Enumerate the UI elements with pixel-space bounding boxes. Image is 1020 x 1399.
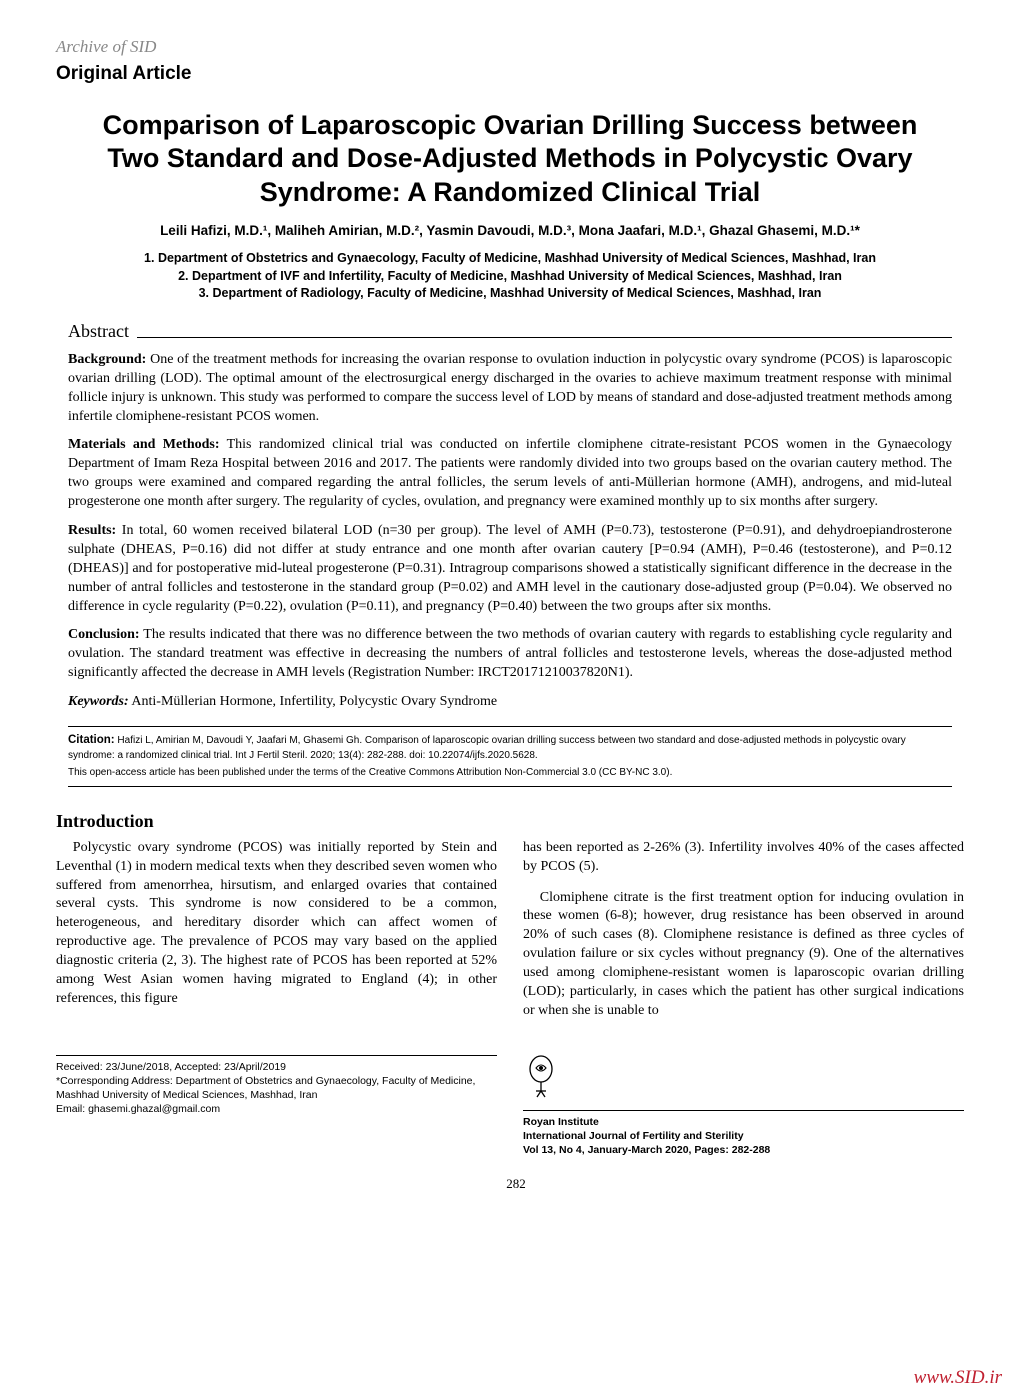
results-text: In total, 60 women received bilateral LO…: [68, 523, 952, 614]
journal-rule: [523, 1110, 964, 1111]
journal-volume: Vol 13, No 4, January-March 2020, Pages:…: [523, 1143, 964, 1157]
results-label: Results:: [68, 523, 116, 538]
affiliation-2: 2. Department of IVF and Infertility, Fa…: [56, 268, 964, 286]
introduction-heading: Introduction: [56, 809, 964, 833]
article-title: Comparison of Laparoscopic Ovarian Drill…: [86, 109, 934, 210]
corresponding-email: Email: ghasemi.ghazal@gmail.com: [56, 1102, 497, 1116]
watermark: www.SID.ir: [914, 1365, 1002, 1391]
intro-right-p1: has been reported as 2-26% (3). Infertil…: [523, 839, 964, 877]
citation-openaccess: This open-access article has been publis…: [68, 766, 952, 780]
abstract-background: Background: One of the treatment methods…: [68, 351, 952, 427]
background-text: One of the treatment methods for increas…: [68, 352, 952, 424]
journal-name: International Journal of Fertility and S…: [523, 1129, 964, 1143]
left-column: Polycystic ovary syndrome (PCOS) was ini…: [56, 839, 497, 1033]
conclusion-text: The results indicated that there was no …: [68, 627, 952, 680]
abstract-conclusion: Conclusion: The results indicated that t…: [68, 626, 952, 683]
conclusion-label: Conclusion:: [68, 627, 140, 642]
abstract-methods: Materials and Methods: This randomized c…: [68, 436, 952, 512]
footer-bar: Received: 23/June/2018, Accepted: 23/Apr…: [56, 1055, 964, 1157]
archive-label: Archive of SID: [56, 36, 964, 59]
royan-logo-icon: [523, 1055, 559, 1099]
received-accepted: Received: 23/June/2018, Accepted: 23/Apr…: [56, 1060, 497, 1074]
keywords-label: Keywords:: [68, 694, 129, 709]
authors-line: Leili Hafizi, M.D.¹, Maliheh Amirian, M.…: [56, 222, 964, 240]
right-column: has been reported as 2-26% (3). Infertil…: [523, 839, 964, 1033]
footer-right: Royan Institute International Journal of…: [523, 1055, 964, 1157]
section-label: Original Article: [56, 61, 964, 87]
footer-left: Received: 23/June/2018, Accepted: 23/Apr…: [56, 1055, 497, 1157]
journal-info: Royan Institute International Journal of…: [523, 1115, 964, 1158]
institute-logo: [523, 1055, 964, 1106]
citation-text: Hafizi L, Amirian M, Davoudi Y, Jaafari …: [68, 735, 906, 761]
affiliation-3: 3. Department of Radiology, Faculty of M…: [56, 285, 964, 303]
abstract-block: Abstract Background: One of the treatmen…: [68, 319, 952, 712]
abstract-keywords: Keywords: Anti-Müllerian Hormone, Infert…: [68, 693, 952, 712]
keywords-text: Anti-Müllerian Hormone, Infertility, Pol…: [131, 694, 497, 709]
abstract-results: Results: In total, 60 women received bil…: [68, 522, 952, 616]
citation-label: Citation:: [68, 734, 115, 746]
affiliations: 1. Department of Obstetrics and Gynaecol…: [56, 250, 964, 303]
corresponding-address: *Corresponding Address: Department of Ob…: [56, 1074, 497, 1102]
body-columns: Polycystic ovary syndrome (PCOS) was ini…: [56, 839, 964, 1033]
intro-right-p2: Clomiphene citrate is the first treatmen…: [523, 889, 964, 1021]
abstract-rule: [137, 337, 952, 338]
methods-label: Materials and Methods:: [68, 437, 220, 452]
abstract-heading: Abstract: [68, 319, 129, 343]
citation-box: Citation: Hafizi L, Amirian M, Davoudi Y…: [68, 726, 952, 787]
page-number: 282: [496, 1175, 536, 1193]
affiliation-1: 1. Department of Obstetrics and Gynaecol…: [56, 250, 964, 268]
intro-left-p1: Polycystic ovary syndrome (PCOS) was ini…: [56, 839, 497, 1009]
background-label: Background:: [68, 352, 146, 367]
institute-name: Royan Institute: [523, 1115, 964, 1129]
